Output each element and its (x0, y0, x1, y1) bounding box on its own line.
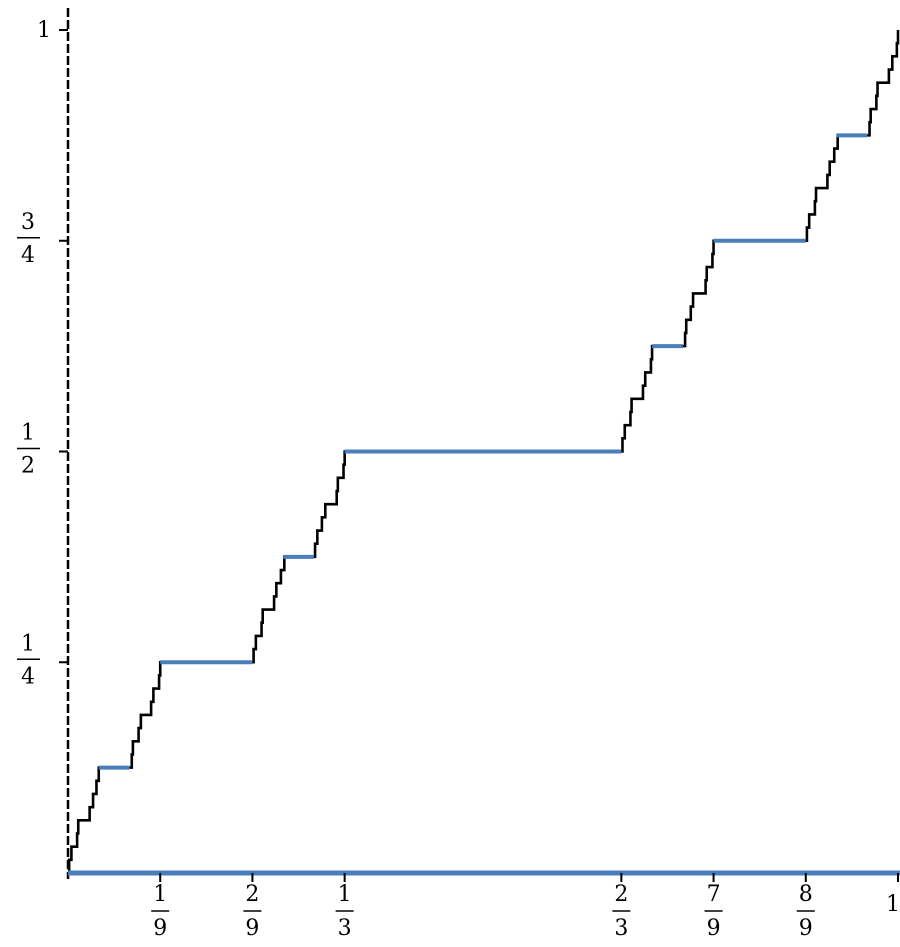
y-tick-label: 1 (37, 18, 51, 43)
x-tick-1: 29 (243, 873, 262, 941)
x-tick-5: 89 (796, 873, 815, 941)
y-tick-numerator: 3 (21, 210, 35, 235)
x-tick-denominator: 3 (338, 916, 352, 941)
x-tick-0: 19 (151, 873, 170, 941)
x-tick-numerator: 8 (799, 882, 813, 907)
x-tick-4: 79 (704, 873, 723, 941)
x-tick-2: 13 (335, 873, 354, 941)
x-tick-label: 1 (886, 892, 900, 917)
x-tick-numerator: 1 (338, 882, 352, 907)
x-tick-denominator: 9 (153, 916, 167, 941)
x-tick-numerator: 2 (614, 882, 628, 907)
y-tick-numerator: 1 (21, 421, 35, 446)
y-tick-0: 14 (17, 631, 68, 689)
x-tick-denominator: 3 (614, 916, 628, 941)
x-tick-denominator: 9 (245, 916, 259, 941)
x-tick-numerator: 1 (153, 882, 167, 907)
x-tick-6: 1 (886, 873, 900, 917)
y-tick-denominator: 4 (21, 664, 35, 689)
x-tick-denominator: 9 (707, 916, 721, 941)
y-tick-denominator: 2 (21, 454, 35, 479)
y-tick-2: 34 (17, 210, 68, 268)
x-tick-numerator: 7 (707, 882, 721, 907)
y-tick-1: 12 (17, 421, 68, 479)
x-tick-numerator: 2 (245, 882, 259, 907)
flat-steps (98, 133, 868, 770)
x-tick-denominator: 9 (799, 916, 813, 941)
y-tick-3: 1 (37, 18, 68, 43)
y-tick-numerator: 1 (21, 631, 35, 656)
y-tick-denominator: 4 (21, 243, 35, 268)
x-tick-3: 23 (612, 873, 631, 941)
